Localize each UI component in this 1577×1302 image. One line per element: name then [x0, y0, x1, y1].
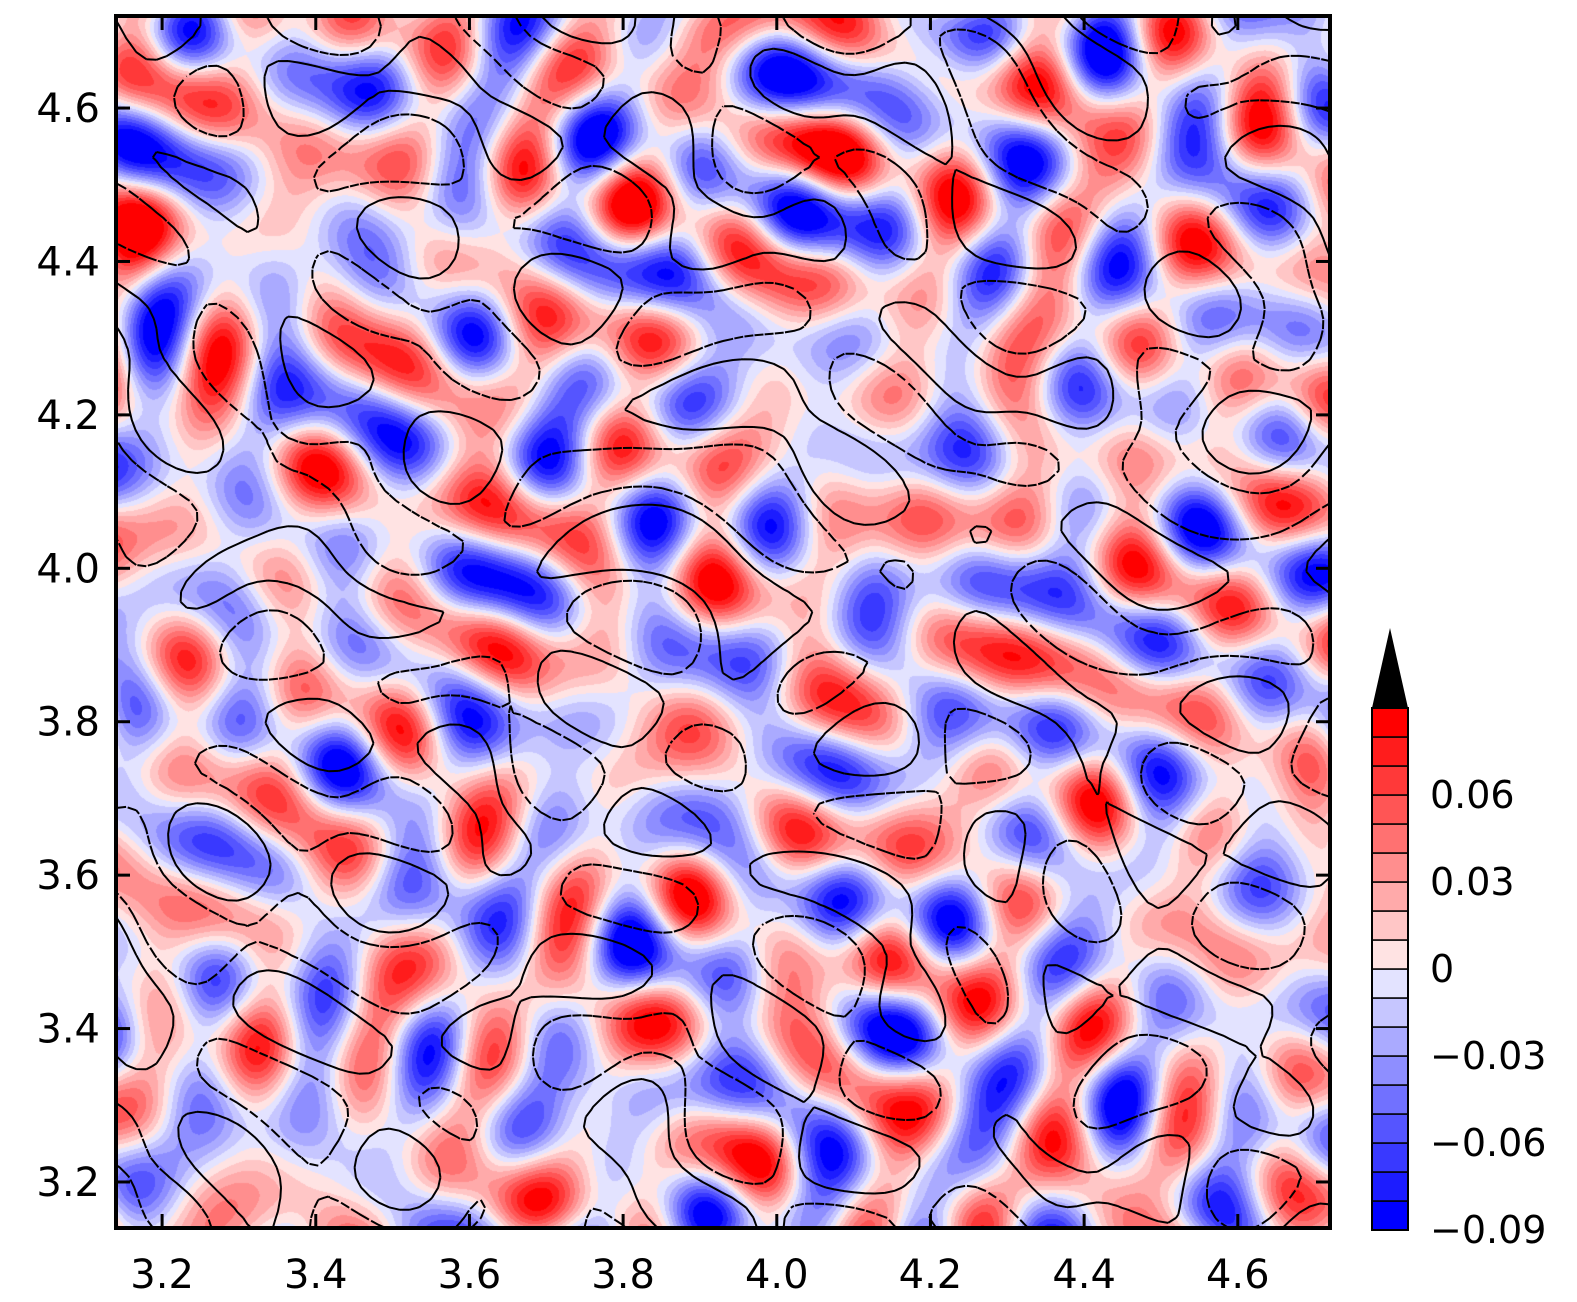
y-tick-label: 4.4	[36, 239, 100, 285]
y-tick-label: 3.4	[36, 1007, 100, 1053]
x-tick-label: 3.4	[284, 1252, 348, 1298]
x-tick-label: 4.0	[745, 1252, 809, 1298]
contour-dashed	[116, 16, 1330, 1228]
colorbar-segment	[1371, 997, 1409, 1028]
x-tick-label: 4.6	[1206, 1252, 1270, 1298]
colorbar-segment	[1371, 852, 1409, 883]
colorbar-frame	[1371, 707, 1409, 1231]
colorbar-segment	[1371, 736, 1409, 767]
x-tick-label: 4.2	[899, 1252, 963, 1298]
contour-lines	[116, 16, 1330, 1228]
y-tick-label: 4.2	[36, 393, 100, 439]
colorbar-tick-label: −0.03	[1430, 1034, 1546, 1078]
x-tick-label: 3.8	[591, 1252, 655, 1298]
colorbar-extend-arrow	[1372, 628, 1408, 708]
colorbar-segment	[1371, 1055, 1409, 1086]
colorbar-segment	[1371, 1171, 1409, 1202]
colorbar-segment	[1371, 794, 1409, 825]
colorbar-segment	[1371, 707, 1409, 738]
colorbar-segment	[1371, 881, 1409, 912]
x-axis: 3.2 3.4 3.6 3.8 4.0 4.2 4.4 4.6	[130, 16, 1270, 1298]
colorbar-tick-label: −0.06	[1430, 1121, 1546, 1165]
colorbar-segment	[1371, 1026, 1409, 1057]
y-tick-label: 4.0	[36, 546, 100, 592]
colorbar-tick-label: 0.03	[1430, 860, 1515, 904]
colorbar-segment	[1371, 1113, 1409, 1144]
x-tick-label: 3.6	[438, 1252, 502, 1298]
colorbar-segment	[1371, 968, 1409, 999]
colorbar-tick-label: −0.09	[1430, 1208, 1546, 1252]
y-tick-label: 3.8	[36, 700, 100, 746]
colorbar-segment	[1371, 823, 1409, 854]
x-tick-label: 4.4	[1052, 1252, 1116, 1298]
colorbar-segment	[1371, 1142, 1409, 1173]
colorbar-segment	[1371, 910, 1409, 941]
colorbar-segment	[1371, 765, 1409, 796]
y-tick-label: 3.6	[36, 853, 100, 899]
colorbar-segment	[1371, 1200, 1409, 1231]
colorbar-tick-label: 0.06	[1430, 773, 1515, 817]
plot-frame	[114, 14, 1332, 1230]
x-tick-label: 3.2	[130, 1252, 194, 1298]
y-axis: 3.2 3.4 3.6 3.8 4.0 4.2 4.4 4.6	[36, 86, 1330, 1206]
y-tick-label: 3.2	[36, 1160, 100, 1206]
colorbar: −0.09 −0.06 −0.03 0 0.03 0.06	[1371, 628, 1546, 1252]
colorbar-segment	[1371, 1084, 1409, 1115]
colorbar-tick-label: 0	[1430, 947, 1454, 991]
plot-area	[114, 14, 1332, 1230]
y-tick-label: 4.6	[36, 86, 100, 132]
colorbar-segment	[1371, 939, 1409, 970]
contour-solid	[116, 16, 1330, 1228]
